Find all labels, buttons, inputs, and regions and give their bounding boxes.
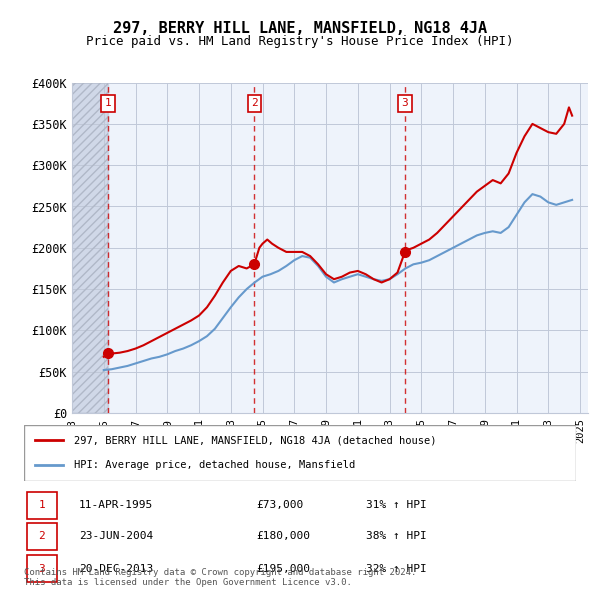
Text: £180,000: £180,000 xyxy=(256,532,310,542)
Text: Price paid vs. HM Land Registry's House Price Index (HPI): Price paid vs. HM Land Registry's House … xyxy=(86,35,514,48)
Text: 23-JUN-2004: 23-JUN-2004 xyxy=(79,532,154,542)
FancyBboxPatch shape xyxy=(27,523,57,550)
Text: 297, BERRY HILL LANE, MANSFIELD, NG18 4JA: 297, BERRY HILL LANE, MANSFIELD, NG18 4J… xyxy=(113,21,487,35)
Text: 2: 2 xyxy=(251,99,257,108)
FancyBboxPatch shape xyxy=(27,491,57,519)
Text: 3: 3 xyxy=(401,99,409,108)
Text: HPI: Average price, detached house, Mansfield: HPI: Average price, detached house, Mans… xyxy=(74,460,355,470)
FancyBboxPatch shape xyxy=(24,425,576,481)
Text: £195,000: £195,000 xyxy=(256,563,310,573)
Text: 1: 1 xyxy=(38,500,45,510)
Text: 3: 3 xyxy=(38,563,45,573)
Text: 38% ↑ HPI: 38% ↑ HPI xyxy=(366,532,427,542)
Text: 11-APR-1995: 11-APR-1995 xyxy=(79,500,154,510)
Text: Contains HM Land Registry data © Crown copyright and database right 2024.
This d: Contains HM Land Registry data © Crown c… xyxy=(24,568,416,587)
Text: 297, BERRY HILL LANE, MANSFIELD, NG18 4JA (detached house): 297, BERRY HILL LANE, MANSFIELD, NG18 4J… xyxy=(74,435,436,445)
FancyBboxPatch shape xyxy=(27,555,57,582)
Text: 1: 1 xyxy=(105,99,112,108)
Text: 31% ↑ HPI: 31% ↑ HPI xyxy=(366,500,427,510)
Text: £73,000: £73,000 xyxy=(256,500,303,510)
Text: 2: 2 xyxy=(38,532,45,542)
Text: 20-DEC-2013: 20-DEC-2013 xyxy=(79,563,154,573)
Text: 32% ↑ HPI: 32% ↑ HPI xyxy=(366,563,427,573)
